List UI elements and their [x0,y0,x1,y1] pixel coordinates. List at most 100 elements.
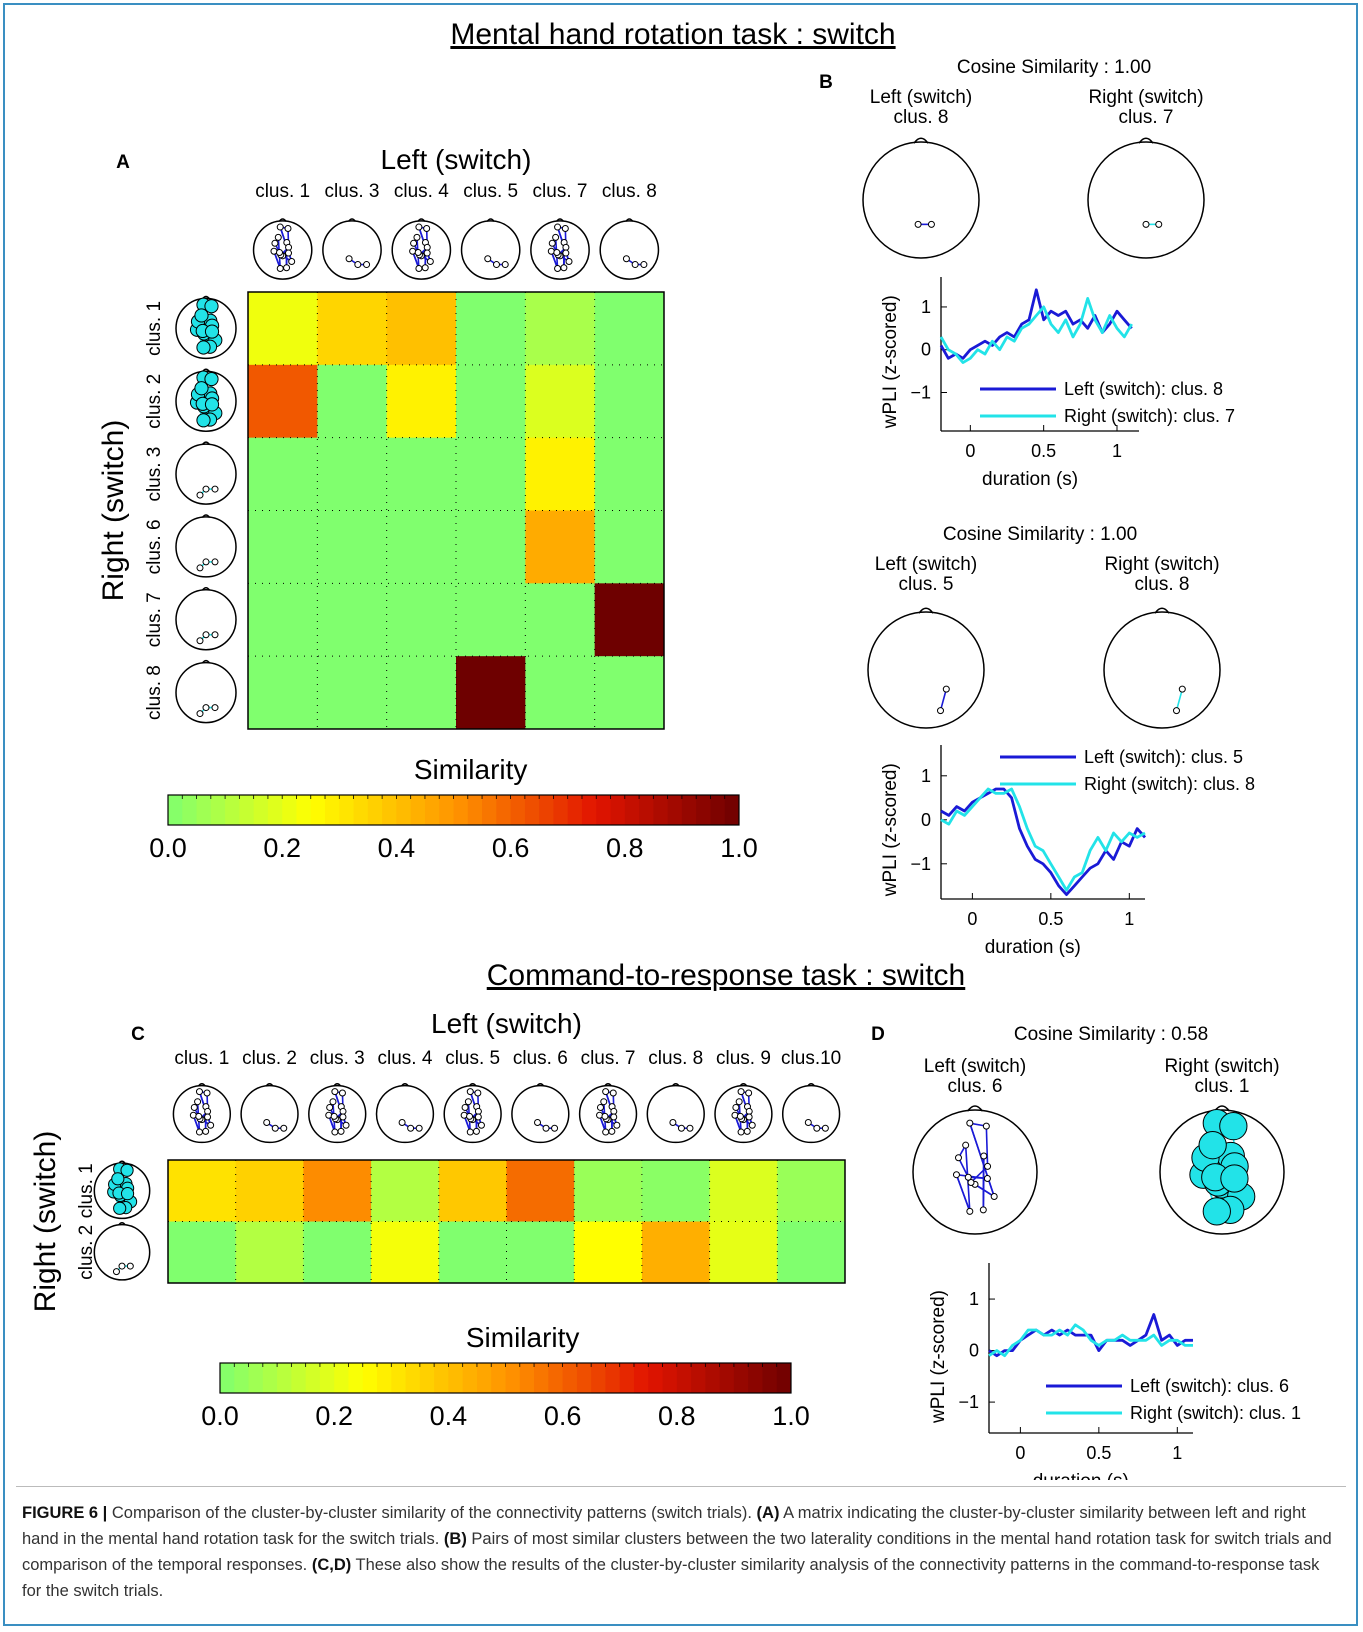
left-cluster-head-icon [578,1082,638,1144]
left-cluster-head-icon-node [195,1088,203,1096]
left-cluster-head-icon-node [421,264,429,272]
colorbar-segment [539,795,554,825]
heatmap-cell [386,656,457,730]
right-cluster-head-icon-node [1202,1197,1231,1226]
left-cluster-head-icon-node [735,1098,743,1106]
heatmap-cell [641,1221,711,1284]
left-head-title: Left (switch) [924,1056,1026,1077]
panel-label-a: A [116,152,130,173]
left-cluster-head-icon-node [398,1119,406,1127]
row-tick-label: clus. 7 [144,592,165,647]
x-axis-label: duration (s) [982,469,1078,490]
right-cluster-head-icon-node [194,308,209,323]
column-tick-label: clus. 8 [648,1048,703,1069]
colorbar-segment [691,1363,706,1393]
left-cluster-head-icon [172,1082,232,1144]
row-tick-label: clus. 1 [144,301,165,356]
colorbar-segment [348,1363,364,1393]
left-cluster-head-icon-node [610,1113,618,1121]
left-cluster-head-icon-node [745,1089,753,1097]
colorbar-segment [681,795,697,825]
y-axis-label: wPLI (z-scored) [928,1290,949,1424]
left-cluster-head-icon-node [274,233,282,241]
colorbar-segment [334,1363,349,1393]
colorbar-segment [239,795,255,825]
heatmap-cell [709,1221,778,1284]
right-cluster-head-icon-nose [1138,137,1154,144]
colorbar-segment [296,795,312,825]
left-cluster-head-icon-node [743,1127,751,1135]
right-cluster-head-icon-outline [1087,141,1205,259]
left-cluster-head-icon-node [737,1088,745,1096]
heatmap-title: Left (switch) [381,144,532,175]
right-cluster-head-icon-node [118,1262,126,1270]
colorbar-segment [262,1363,278,1393]
colorbar-segment [610,795,626,825]
column-tick-label: clus. 3 [310,1048,365,1069]
colorbar-segment [362,1363,378,1393]
colorbar-segment [467,795,483,825]
x-tick-label: 0 [967,909,977,929]
heatmap-cell [303,1160,372,1222]
right-cluster-head-icon-node [196,564,204,572]
heatmap-cell [525,510,596,584]
left-cluster-head-icon-outline [308,1084,367,1144]
left-cluster-head-icon-node [423,243,431,251]
left-cluster-head-icon-node [271,1124,279,1132]
colorbar-segment [305,1363,321,1393]
left-cluster-head-icon-node [983,1174,991,1182]
heatmap-cell [168,1221,237,1284]
colorbar-tick-label: 0.0 [149,833,187,863]
colorbar-segment [667,795,683,825]
colorbar-segment [624,795,640,825]
left-cluster-head-icon-node [331,1128,339,1136]
left-cluster-head-icon-node [195,1128,203,1136]
heatmap-cell [317,292,388,366]
right-head-title: Right (switch) [1164,1056,1279,1077]
colorbar-segment [662,1363,678,1393]
heatmap-cell [777,1221,846,1284]
left-cluster-head-icon-node [285,243,293,251]
heatmap-cell [317,364,388,439]
left-cluster-head-icon-node [203,1089,211,1097]
left-cluster-head-icon-nose [197,1082,206,1087]
column-tick-label: clus. 5 [463,181,518,202]
colorbar-tick-label: 0.6 [544,1401,582,1431]
right-cluster-head-icon-node [204,299,219,314]
colorbar-segment [277,1363,292,1393]
heatmap-cell [456,510,526,584]
x-tick-label: 0 [965,441,975,461]
colorbar-segment [591,1363,606,1393]
left-cluster-head-icon-nose [604,1082,613,1087]
right-cluster-head-icon [1103,607,1221,729]
caption-separator [16,1486,1346,1487]
left-cluster-head-icon-node [600,1098,608,1106]
left-cluster-head-icon-node [426,258,434,266]
left-cluster-head-icon-nose [918,607,934,614]
colorbar-segment [225,795,240,825]
legend-label: Right (switch): clus. 1 [1130,1403,1301,1423]
column-tick-label: clus. 7 [581,1048,636,1069]
colorbar-segment [462,1363,478,1393]
left-cluster-head-icon-node [561,224,569,232]
colorbar-segment [253,795,269,825]
y-tick-label: 1 [921,297,931,317]
row-tick-label: clus. 8 [144,665,165,720]
left-cluster-head-icon-node [472,1127,480,1135]
left-cluster-head-icon-node [669,1119,677,1127]
right-cluster-head-icon-node [196,413,211,428]
right-cluster-head-icon-node [211,704,219,712]
right-cluster-head-icon [175,441,237,505]
left-cluster-head-icon-node [937,707,944,715]
left-cluster-head-icon-node [686,1124,694,1132]
left-cluster-head-icon [322,218,382,280]
right-cluster-head-icon-node [120,1187,135,1201]
left-cluster-head-icon-node [548,239,556,247]
heatmap-cell [371,1160,440,1222]
column-tick-label: clus. 4 [377,1048,432,1069]
colorbar-segment [282,795,297,825]
column-tick-label: clus. 1 [255,181,310,202]
colorbar-tick-label: 0.8 [606,833,644,863]
heatmap-cell [248,583,318,657]
colorbar-tick-label: 0.8 [658,1401,696,1431]
